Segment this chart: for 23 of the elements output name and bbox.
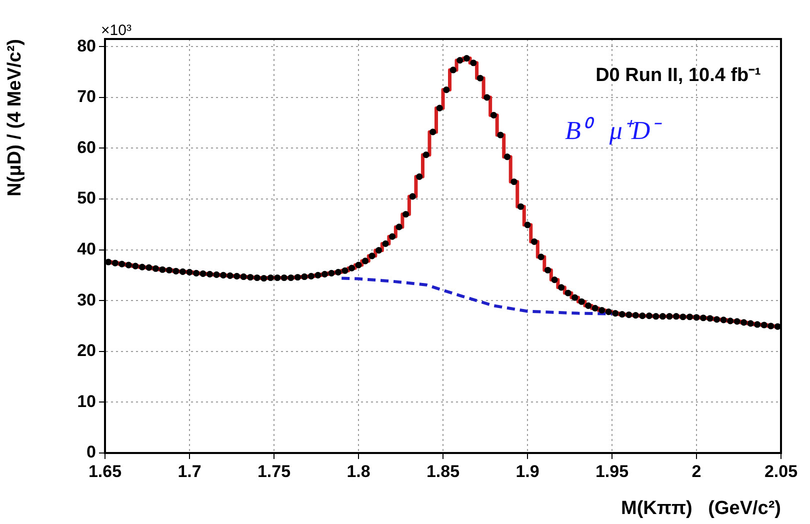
y-tick-label: 80 xyxy=(77,36,96,56)
x-axis-title: M(Kππ) (GeV/c²) xyxy=(621,498,781,519)
y-tick-label: 10 xyxy=(77,392,96,411)
x-tick-label: 2 xyxy=(692,462,702,481)
x-tick-label: 1.95 xyxy=(595,462,629,481)
x-tick-label: 1.9 xyxy=(516,462,540,481)
annotation: B⁰ μ⁺D⁻ xyxy=(565,116,662,145)
y-tick-label: 50 xyxy=(77,188,96,208)
y-tick-label: 20 xyxy=(77,341,96,360)
y-tick-label: 60 xyxy=(77,138,96,157)
y-tick-label: 30 xyxy=(77,290,96,310)
x-tick-label: 2.05 xyxy=(764,462,798,481)
annotation: D0 Run II, 10.4 fb⁻¹ xyxy=(596,65,761,86)
y-tick-label: 40 xyxy=(77,239,96,258)
x-tick-label: 1.85 xyxy=(426,462,460,481)
y-tick-label: 70 xyxy=(77,87,96,106)
y-axis-title: N(μD) / (4 MeV/c²) xyxy=(4,39,26,196)
y-tick-label: 0 xyxy=(86,442,96,462)
x-tick-label: 1.65 xyxy=(88,462,122,481)
x-tick-label: 1.8 xyxy=(346,462,370,481)
x-tick-label: 1.75 xyxy=(257,462,291,481)
x-tick-label: 1.7 xyxy=(178,462,202,481)
annotation: ×10³ xyxy=(101,22,132,39)
